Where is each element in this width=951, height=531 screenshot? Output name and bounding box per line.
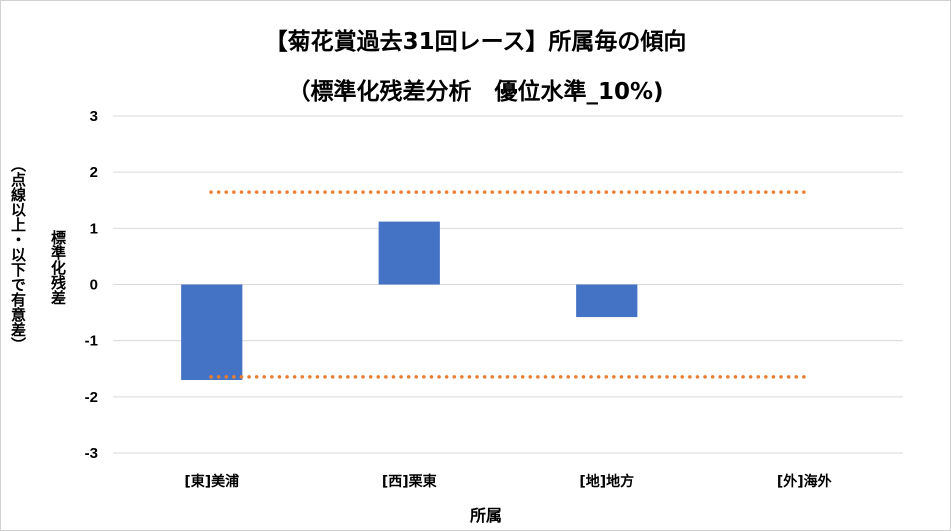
x-tick-label: [外]海外 bbox=[777, 473, 832, 490]
chart-subtitle: （標準化残差分析 優位水準_10%) bbox=[287, 79, 664, 105]
y-axis-note: （点線以上・以下で有意差） bbox=[9, 157, 27, 352]
x-axis-label: 所属 bbox=[470, 506, 503, 525]
y-axis-label: 標準化残差 bbox=[49, 230, 67, 305]
x-tick-label: [東]美浦 bbox=[184, 473, 239, 490]
x-tick-label: [西]栗東 bbox=[382, 473, 437, 490]
x-tick-label: [地]地方 bbox=[579, 473, 634, 490]
bar bbox=[576, 284, 638, 318]
bar bbox=[181, 284, 243, 380]
y-tick-label: -3 bbox=[85, 445, 98, 462]
bar bbox=[378, 221, 440, 285]
y-tick-label: -2 bbox=[85, 389, 98, 406]
y-tick-label: 0 bbox=[90, 277, 98, 294]
y-tick-label: 1 bbox=[90, 220, 98, 237]
y-tick-label: 3 bbox=[90, 108, 98, 125]
y-tick-label: -1 bbox=[85, 333, 98, 350]
y-tick-label: 2 bbox=[90, 164, 98, 181]
chart-title: 【菊花賞過去31回レース】所属毎の傾向 bbox=[264, 29, 687, 55]
